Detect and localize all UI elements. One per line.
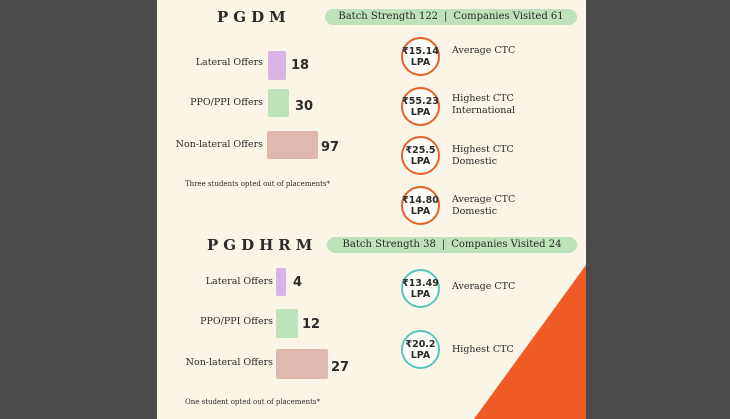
pgdm-highest-domestic-ctc-circle: ₹25.5 LPA <box>401 136 440 175</box>
pgdm-highest-intl-ctc-label: Highest CTC International <box>452 93 516 116</box>
pgdhrm-ppo-bar <box>276 309 298 338</box>
pgdm-avg-ctc-amount: ₹15.14 <box>402 45 439 57</box>
pgdm-ppo-label: PPO/PPI Offers <box>190 97 263 108</box>
pgdhrm-separator: | <box>441 239 446 250</box>
pgdm-avg-domestic-ctc-label: Average CTC Domestic <box>452 194 516 217</box>
pgdhrm-nonlateral-label: Non-lateral Offers <box>185 357 273 368</box>
pgdm-batch-strength: Batch Strength 122 <box>338 11 439 22</box>
pgdm-ppo-value: 30 <box>295 99 314 114</box>
pgdm-highest-domestic-ctc-unit: LPA <box>410 155 431 167</box>
pgdm-title: PGDM <box>217 8 291 26</box>
pgdm-companies-visited: Companies Visited 61 <box>453 11 564 22</box>
pgdm-opt-out-note: Three students opted out of placements* <box>185 180 331 188</box>
pgdm-nonlateral-bar <box>267 131 318 159</box>
pgdm-avg-ctc-label: Average CTC <box>452 45 516 56</box>
pgdm-highest-intl-ctc-circle: ₹55.23 LPA <box>401 87 440 126</box>
pgdm-ppo-bar <box>268 89 289 117</box>
pgdhrm-stats-pill: Batch Strength 38 | Companies Visited 24 <box>327 237 577 253</box>
pgdm-lateral-bar <box>268 51 286 80</box>
pgdhrm-avg-ctc-unit: LPA <box>410 288 431 300</box>
pgdhrm-companies-visited: Companies Visited 24 <box>451 239 562 250</box>
pgdhrm-lateral-label: Lateral Offers <box>205 276 273 287</box>
pgdhrm-avg-ctc-circle: ₹13.49 LPA <box>401 269 440 308</box>
pgdm-avg-ctc-unit: LPA <box>410 56 431 68</box>
pgdm-stats-pill: Batch Strength 122 | Companies Visited 61 <box>325 9 577 25</box>
pgdhrm-lateral-bar <box>276 268 286 296</box>
pgdm-avg-domestic-ctc-unit: LPA <box>410 205 431 217</box>
pgdhrm-highest-ctc-circle: ₹20.2 LPA <box>401 330 440 369</box>
pgdm-highest-domestic-ctc-label: Highest CTC Domestic <box>452 144 514 167</box>
pgdm-avg-ctc-circle: ₹15.14 LPA <box>401 37 440 76</box>
pgdhrm-lateral-value: 4 <box>293 275 303 290</box>
pgdhrm-highest-ctc-unit: LPA <box>410 349 431 361</box>
pgdhrm-ppo-value: 12 <box>302 317 321 332</box>
pgdm-lateral-value: 18 <box>291 58 310 73</box>
pgdhrm-avg-ctc-amount: ₹13.49 <box>402 277 439 289</box>
pgdhrm-avg-ctc-label: Average CTC <box>452 281 516 292</box>
pgdhrm-nonlateral-value: 27 <box>331 360 350 375</box>
pgdhrm-ppo-label: PPO/PPI Offers <box>200 316 273 327</box>
pgdhrm-opt-out-note: One student opted out of placements* <box>185 398 320 406</box>
pgdhrm-highest-ctc-label: Highest CTC <box>452 344 514 355</box>
pgdm-highest-intl-ctc-amount: ₹55.23 <box>402 95 439 107</box>
pgdhrm-highest-ctc-amount: ₹20.2 <box>405 338 436 350</box>
pgdm-avg-domestic-ctc-amount: ₹14.80 <box>402 194 439 206</box>
pgdm-highest-intl-ctc-unit: LPA <box>410 106 431 118</box>
pgdhrm-nonlateral-bar <box>276 349 328 379</box>
pgdhrm-batch-strength: Batch Strength 38 <box>342 239 436 250</box>
pgdm-avg-domestic-ctc-circle: ₹14.80 LPA <box>401 186 440 225</box>
placement-infographic: PGDM Batch Strength 122 | Companies Visite… <box>157 0 586 419</box>
pgdm-separator: | <box>444 11 448 22</box>
pgdm-nonlateral-value: 97 <box>321 140 340 155</box>
pgdm-lateral-label: Lateral Offers <box>195 57 263 68</box>
pgdm-highest-domestic-ctc-amount: ₹25.5 <box>405 144 436 156</box>
pgdm-nonlateral-label: Non-lateral Offers <box>175 139 263 150</box>
pgdhrm-title: PGDHRM <box>207 236 318 254</box>
